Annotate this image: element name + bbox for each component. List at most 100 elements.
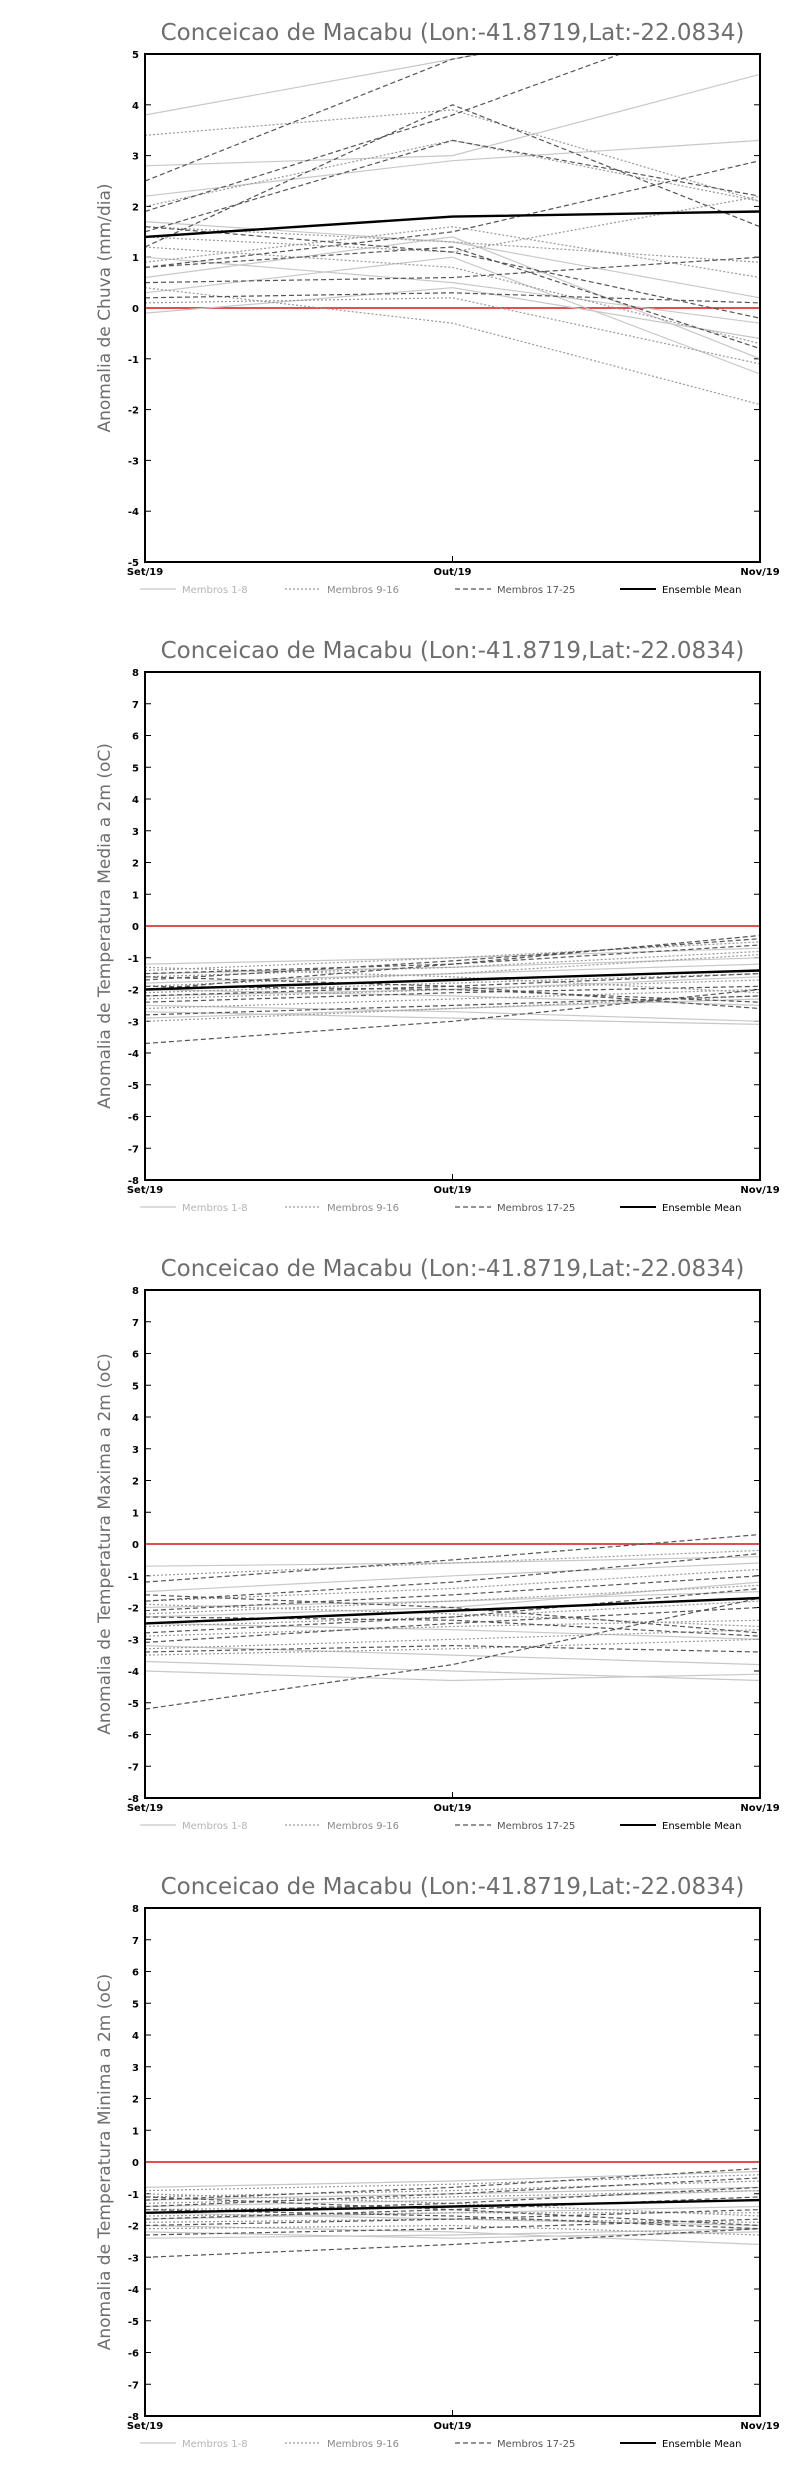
member-line-10: [145, 950, 760, 978]
member-line-14: [145, 988, 760, 1010]
member-line-19: [145, 139, 760, 233]
chart-panel-4: Conceicao de Macabu (Lon:-41.8719,Lat:-2…: [95, 1874, 780, 2450]
y-tick-label: 7: [132, 1318, 139, 1329]
member-line-20: [145, 104, 760, 248]
legend-label-4: Ensemble Mean: [662, 585, 741, 596]
y-tick-label: 2: [132, 2095, 139, 2106]
legend-label-4: Ensemble Mean: [662, 2439, 741, 2450]
y-tick-label: -4: [128, 2285, 139, 2296]
member-line-15: [145, 1603, 760, 1628]
legend-label-1: Membros 1-8: [182, 1203, 248, 1214]
member-line-4: [145, 1622, 760, 1640]
x-tick-label: Out/19: [434, 567, 472, 578]
x-tick-label: Nov/19: [740, 1803, 779, 1814]
y-tick-label: 2: [132, 1477, 139, 1488]
member-line-12: [145, 1600, 760, 1628]
member-line-7: [145, 2205, 760, 2220]
y-tick-label: 6: [132, 1350, 139, 1361]
member-line-19: [145, 938, 760, 981]
member-line-25: [145, 2209, 760, 2230]
y-tick-label: -6: [128, 2349, 139, 2360]
member-line-16: [145, 2193, 760, 2217]
y-tick-label: -8: [128, 1176, 139, 1187]
y-tick-label: 1: [132, 890, 139, 901]
member-line-16: [145, 139, 760, 207]
plot-frame: [144, 53, 761, 563]
member-line-24: [145, 995, 760, 1016]
x-tick-label: Set/19: [127, 1803, 163, 1814]
y-tick-label: -5: [128, 558, 139, 569]
y-tick-label: 8: [132, 1904, 139, 1915]
member-line-21: [145, 246, 760, 350]
x-tick-label: Nov/19: [740, 567, 779, 578]
y-tick-label: 6: [132, 732, 139, 743]
chart-panel-2: Conceicao de Macabu (Lon:-41.8719,Lat:-2…: [95, 638, 780, 1214]
member-line-19: [145, 1552, 760, 1602]
y-tick-label: 8: [132, 668, 139, 679]
y-tick-label: -3: [128, 2253, 139, 2264]
member-line-5: [145, 2228, 760, 2239]
member-line-7: [145, 1670, 760, 1682]
x-tick-label: Out/19: [434, 1185, 472, 1196]
member-line-11: [145, 954, 760, 987]
member-line-3: [145, 988, 760, 1006]
x-tick-label: Nov/19: [740, 2421, 779, 2432]
legend-label-1: Membros 1-8: [182, 2439, 248, 2450]
chart-title: Conceicao de Macabu (Lon:-41.8719,Lat:-2…: [161, 1874, 745, 1900]
member-line-4: [145, 1004, 760, 1022]
member-line-22: [145, 985, 760, 1003]
member-line-14: [145, 287, 760, 406]
member-line-22: [145, 2209, 760, 2227]
y-tick-label: 0: [132, 2158, 139, 2169]
y-tick-label: 2: [132, 859, 139, 870]
member-line-16: [145, 966, 760, 994]
member-line-10: [145, 226, 760, 263]
y-tick-label: -2: [128, 1604, 139, 1615]
member-line-9: [145, 941, 760, 972]
member-line-23: [145, 2196, 760, 2227]
member-line-23: [145, 985, 760, 1003]
member-line-13: [145, 226, 760, 279]
member-line-23: [145, 1616, 760, 1637]
member-line-23: [145, 256, 760, 284]
plot-frame: [144, 671, 761, 1181]
member-line-20: [145, 944, 760, 975]
y-axis-label: Anomalia de Temperatura Maxima a 2m (oC): [95, 1353, 115, 1735]
member-line-14: [145, 2218, 760, 2223]
y-tick-label: -1: [128, 2190, 139, 2201]
y-tick-label: -2: [128, 2222, 139, 2233]
member-line-4: [145, 221, 760, 299]
y-tick-label: 3: [132, 1445, 139, 1456]
y-axis-label: Anomalia de Temperatura Minima a 2m (oC): [95, 1974, 115, 2351]
member-line-17: [145, 1597, 760, 1710]
member-line-20: [145, 2186, 760, 2214]
chart-panel-3: Conceicao de Macabu (Lon:-41.8719,Lat:-2…: [95, 1256, 780, 1832]
y-tick-label: -4: [128, 507, 139, 518]
y-tick-label: -7: [128, 2380, 139, 2391]
member-line-24: [145, 292, 760, 304]
chart-title: Conceicao de Macabu (Lon:-41.8719,Lat:-2…: [161, 638, 745, 664]
legend-label-2: Membros 9-16: [327, 1203, 399, 1214]
y-tick-label: -3: [128, 1017, 139, 1028]
y-tick-label: -4: [128, 1049, 139, 1060]
legend-label-1: Membros 1-8: [182, 1821, 248, 1832]
legend-label-2: Membros 9-16: [327, 1821, 399, 1832]
y-tick-label: -2: [128, 406, 139, 417]
y-tick-label: -7: [128, 1762, 139, 1773]
y-tick-label: 5: [132, 1381, 139, 1392]
y-tick-label: -3: [128, 456, 139, 467]
member-line-17: [145, 54, 484, 182]
y-tick-label: 1: [132, 2126, 139, 2137]
member-line-19: [145, 2177, 760, 2208]
member-line-2: [145, 1562, 760, 1593]
y-tick-label: 1: [132, 1508, 139, 1519]
y-tick-label: 3: [132, 827, 139, 838]
member-line-18: [145, 2167, 760, 2201]
member-line-3: [145, 1591, 760, 1609]
member-line-15: [145, 297, 760, 365]
y-tick-label: 0: [132, 1540, 139, 1551]
legend-label-1: Membros 1-8: [182, 585, 248, 596]
ensemble-mean-line: [145, 2198, 760, 2214]
y-tick-label: 0: [132, 922, 139, 933]
y-tick-label: 2: [132, 202, 139, 213]
